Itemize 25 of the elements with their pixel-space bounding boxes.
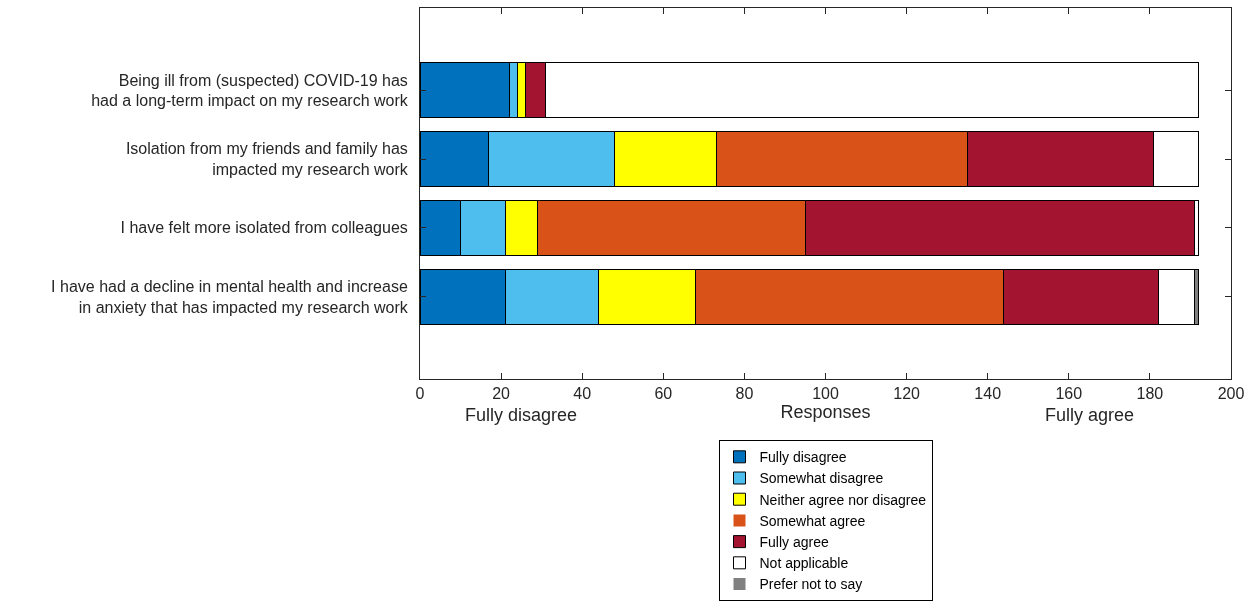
- legend-label: Fully agree: [759, 534, 829, 551]
- legend-label: Fully disagree: [759, 449, 847, 466]
- y-tick-label: I have felt more isolated from colleagues: [120, 219, 408, 237]
- x-axis-title: Responses: [780, 402, 871, 423]
- x-tick-label: 160: [1055, 385, 1083, 403]
- text: Fully agree: [1045, 405, 1135, 425]
- x-tick-label: 60: [654, 385, 673, 403]
- legend-label: Not applicable: [759, 555, 849, 572]
- x-tick-label: 120: [893, 385, 921, 403]
- legend-label: Prefer not to say: [759, 576, 863, 593]
- legend-label: Somewhat disagree: [759, 470, 884, 487]
- x-tick-label: 40: [573, 385, 592, 403]
- y-tick-label: Isolation from my friends and family has impacted my research work: [125, 140, 409, 179]
- x-tick-label: 140: [974, 385, 1002, 403]
- x-tick-label: 100: [812, 385, 839, 403]
- legend-label: Neither agree nor disagree: [759, 491, 927, 508]
- x-tick-label: 180: [1136, 385, 1164, 403]
- legend-label: Somewhat agree: [759, 512, 866, 529]
- y-tick-label: Being ill from (suspected) COVID-19 has had a long-term impact on my research work: [91, 71, 409, 110]
- text: Fully disagree: [465, 405, 578, 425]
- x-tick-label: 200: [1217, 385, 1245, 403]
- x-tick-label: 20: [492, 385, 511, 403]
- x-tick-label: 80: [735, 385, 754, 403]
- y-tick-label: I have had a decline in mental health and increase in anxiety that has impacted my research work: [51, 277, 409, 316]
- x-tick-label: 0: [415, 385, 425, 403]
